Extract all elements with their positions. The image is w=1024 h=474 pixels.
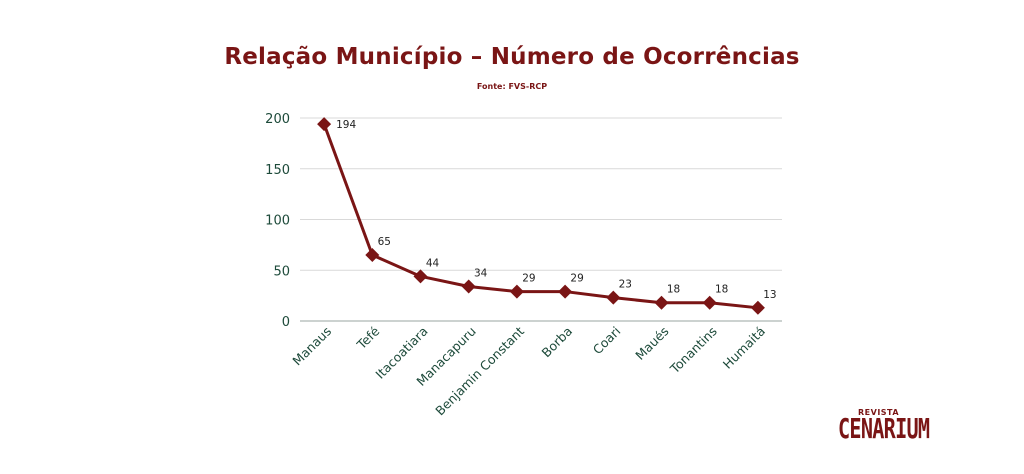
data-point — [702, 295, 717, 310]
y-tick-label: 50 — [273, 264, 290, 279]
x-tick-label: Tefé — [353, 323, 382, 352]
data-point — [365, 248, 380, 263]
logo-cenarium-text: CENARIUM — [838, 412, 930, 445]
data-point — [413, 269, 428, 284]
data-label: 34 — [474, 267, 488, 279]
data-label: 65 — [378, 236, 391, 248]
x-tick-label: Borba — [538, 324, 575, 361]
data-point — [750, 300, 765, 315]
y-axis-ticks: 0 50 100 150 200 — [265, 112, 290, 330]
data-label: 18 — [667, 284, 680, 296]
data-label: 194 — [336, 119, 356, 131]
data-labels: 194 65 44 34 29 29 23 18 18 13 — [336, 119, 776, 301]
data-point — [461, 279, 476, 294]
x-tick-label: Benjamin Constant — [432, 323, 527, 418]
y-tick-label: 150 — [265, 163, 290, 178]
x-tick-label: Humaitá — [720, 324, 768, 372]
data-point — [606, 290, 621, 305]
data-label: 29 — [570, 273, 583, 285]
data-point — [654, 295, 669, 310]
gridlines — [300, 117, 782, 322]
data-point — [558, 284, 573, 299]
series-polyline — [322, 123, 759, 310]
chart-title: Relação Município – Número de Ocorrência… — [224, 44, 800, 70]
series-line — [322, 123, 759, 310]
data-label: 23 — [619, 279, 632, 291]
data-label: 44 — [426, 257, 440, 269]
data-point — [509, 284, 524, 299]
logo-revista-text: REVISTA — [858, 408, 900, 417]
data-label: 13 — [763, 289, 776, 301]
data-label: 29 — [522, 273, 535, 285]
x-axis-ticks: Manaus TeféItacoatiaraManacapuruBenjamin … — [289, 323, 768, 418]
x-tick-label: Manaus — [289, 324, 334, 369]
x-tick-label: Coari — [590, 324, 624, 358]
y-tick-label: 200 — [265, 112, 290, 127]
chart-subtitle: Fonte: FVS-RCP — [476, 82, 548, 91]
y-tick-label: 100 — [265, 214, 290, 229]
data-point — [317, 117, 332, 132]
x-tick-label: Maués — [632, 324, 671, 363]
x-tick-label: Tonantins — [666, 324, 719, 377]
y-tick-label: 0 — [282, 315, 290, 330]
data-markers — [317, 117, 765, 315]
cenarium-logo: REVISTA CENARIUM — [836, 408, 960, 448]
data-label: 18 — [715, 284, 728, 296]
